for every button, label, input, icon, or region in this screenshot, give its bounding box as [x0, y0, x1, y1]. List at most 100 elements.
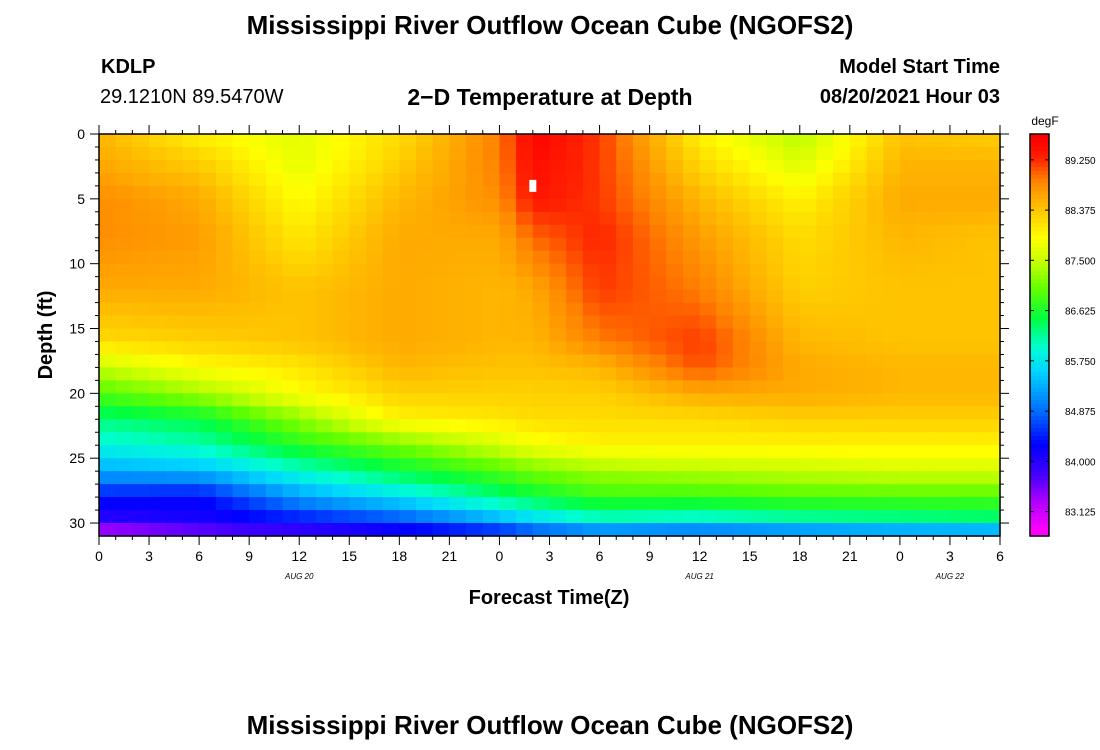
heat-cell — [582, 341, 601, 356]
heat-cell — [315, 211, 334, 226]
colorbar-swatch — [1030, 379, 1049, 384]
heat-cell — [599, 341, 617, 356]
heat-cell — [849, 289, 868, 304]
heat-cell — [315, 510, 334, 524]
heat-cell — [883, 224, 901, 239]
heat-cell — [265, 250, 284, 265]
heat-cell — [849, 315, 868, 330]
heat-cell — [966, 510, 984, 524]
heat-cell — [649, 354, 667, 369]
heat-cell — [883, 406, 901, 420]
heat-cell — [249, 367, 267, 381]
heat-cell — [966, 172, 984, 187]
heat-cell — [466, 302, 484, 317]
heat-cell — [599, 276, 617, 291]
heat-cell — [699, 419, 717, 433]
heat-cell — [733, 380, 751, 394]
heat-cell — [299, 263, 317, 278]
heat-cell — [599, 146, 617, 161]
heat-cell — [549, 328, 567, 343]
colorbar-tick-label: 84.875 — [1065, 407, 1096, 418]
heat-cell — [799, 224, 818, 239]
heat-cell — [132, 406, 150, 420]
heat-cell — [783, 159, 801, 174]
heat-cell — [399, 237, 417, 252]
heat-cell — [115, 276, 133, 291]
heat-cell — [332, 341, 350, 356]
heat-cell — [582, 367, 601, 381]
heat-cell — [282, 497, 300, 511]
heat-cell — [249, 419, 267, 433]
heat-cell — [416, 276, 434, 291]
heat-cell — [516, 276, 534, 291]
heat-cell — [766, 146, 784, 161]
heat-cell — [215, 367, 234, 381]
heat-cell — [349, 289, 367, 304]
colorbar-swatch — [1030, 330, 1049, 336]
heat-cell — [532, 380, 551, 394]
y-tick-label: 20 — [69, 385, 85, 401]
heat-cell — [916, 471, 934, 485]
heat-cell — [382, 237, 400, 252]
colorbar-swatch — [1030, 515, 1049, 521]
heat-cell — [332, 510, 350, 524]
heat-cell — [933, 276, 951, 291]
heat-cell — [215, 432, 234, 446]
heat-cell — [983, 159, 1001, 174]
heat-cell — [132, 419, 150, 433]
heat-cell — [349, 198, 367, 213]
colorbar-swatch — [1030, 294, 1049, 300]
heat-cell — [532, 458, 551, 472]
heat-cell — [99, 250, 117, 265]
heat-cell — [649, 380, 667, 394]
colorbar-swatch — [1030, 230, 1049, 236]
heat-cell — [449, 224, 467, 239]
heat-cell — [399, 432, 417, 446]
heat-cell — [482, 341, 501, 356]
heat-cell — [115, 510, 133, 524]
heat-cell — [432, 432, 450, 446]
heat-cell — [349, 134, 367, 148]
heat-cell — [916, 185, 934, 200]
heat-cell — [416, 523, 434, 537]
heat-cell — [399, 393, 417, 407]
heat-cell — [282, 263, 300, 278]
heat-cell — [199, 224, 217, 239]
heat-cell — [966, 380, 984, 394]
heat-cell — [833, 263, 851, 278]
heat-cell — [516, 367, 534, 381]
heat-cell — [249, 159, 267, 174]
heat-cell — [466, 237, 484, 252]
heat-cell — [916, 146, 934, 161]
heat-cell — [449, 289, 467, 304]
heat-cell — [265, 510, 284, 524]
heat-cell — [199, 380, 217, 394]
heat-cell — [983, 380, 1001, 394]
heat-cell — [816, 185, 834, 200]
heat-cell — [499, 419, 517, 433]
heat-cell — [632, 367, 651, 381]
heat-cell — [566, 185, 584, 200]
heat-cell — [282, 419, 300, 433]
heat-cell — [566, 146, 584, 161]
heat-cell — [99, 393, 117, 407]
heat-cell — [616, 289, 634, 304]
heat-cell — [733, 263, 751, 278]
heat-cell — [249, 484, 267, 498]
heat-cell — [382, 276, 400, 291]
heat-cell — [566, 458, 584, 472]
heat-cell — [966, 250, 984, 265]
heat-cell — [632, 341, 651, 356]
colorbar-tick-label: 86.625 — [1065, 307, 1096, 318]
heat-cell — [315, 406, 334, 420]
heat-cell — [332, 497, 350, 511]
heat-cell — [182, 354, 200, 369]
heat-cell — [532, 523, 551, 537]
heat-cell — [582, 263, 601, 278]
heat-cell — [432, 445, 450, 459]
heat-cell — [682, 237, 701, 252]
heat-cell — [983, 237, 1001, 252]
heat-cell — [566, 134, 584, 148]
heat-cell — [499, 302, 517, 317]
heat-cell — [599, 523, 617, 537]
